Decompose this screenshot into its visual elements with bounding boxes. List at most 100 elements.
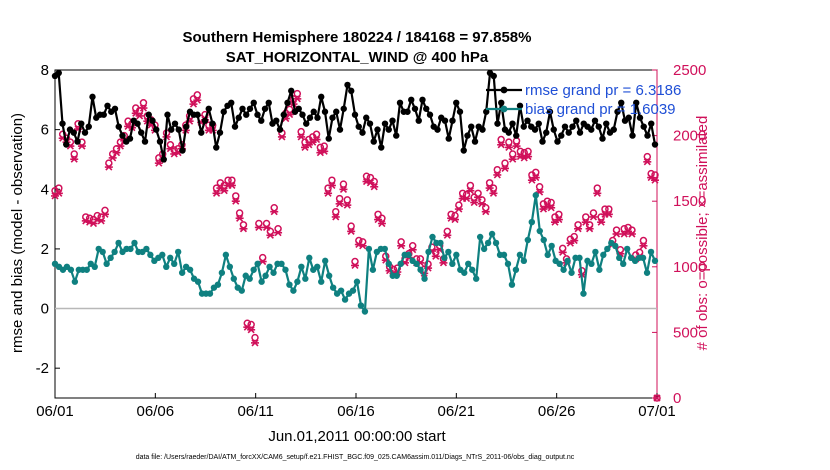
rmse-point xyxy=(194,111,201,118)
obs-assimilated-marker xyxy=(443,231,452,239)
obs-assimilated-marker xyxy=(574,225,583,233)
rmse-point xyxy=(250,99,257,107)
bias-point xyxy=(365,245,373,253)
rmse-point xyxy=(614,108,621,115)
obs-possible-marker xyxy=(335,194,344,203)
obs-possible-marker xyxy=(493,165,502,174)
rmse-point xyxy=(370,138,377,145)
obs-assimilated-marker xyxy=(612,230,621,238)
rmse-point xyxy=(366,120,374,127)
obs-assimilated-marker xyxy=(466,187,475,195)
obs-assimilated-marker xyxy=(231,197,240,205)
obs-assimilated-marker xyxy=(581,218,590,226)
y2-tick-label: 1500 xyxy=(673,193,706,210)
rmse-point xyxy=(419,96,426,104)
obs-assimilated-marker xyxy=(431,252,440,260)
rmse-point xyxy=(198,129,205,136)
bias-point xyxy=(174,248,182,256)
rmse-point xyxy=(479,126,486,133)
y-tick-label: 8 xyxy=(41,62,49,79)
obs-possible-marker xyxy=(501,159,509,167)
obs-assimilated-marker xyxy=(327,181,336,190)
obs-possible-marker xyxy=(343,196,352,204)
obs-assimilated-marker xyxy=(558,248,567,256)
obs-assimilated-marker xyxy=(470,198,479,207)
obs-assimilated-marker xyxy=(193,96,202,104)
rmse-point xyxy=(74,138,81,145)
rmse-point xyxy=(385,126,392,133)
rmse-point xyxy=(104,102,111,109)
bias-point xyxy=(290,287,297,294)
rmse-point xyxy=(629,132,636,139)
bias-point xyxy=(413,260,420,268)
rmse-point xyxy=(153,126,160,133)
rmse-point xyxy=(636,114,644,121)
rmse-point xyxy=(558,132,565,139)
chart-subtitle: SAT_HORIZONTAL_WIND @ 400 hPa xyxy=(226,49,489,66)
obs-assimilated-marker xyxy=(312,135,321,144)
rmse-point xyxy=(618,99,625,107)
bias-point xyxy=(524,236,532,244)
obs-assimilated-marker xyxy=(166,145,175,153)
bias-point xyxy=(218,269,226,276)
rmse-point xyxy=(216,129,224,136)
rmse-point xyxy=(138,129,145,136)
obs-assimilated-marker xyxy=(254,223,263,232)
rmse-point xyxy=(351,111,359,118)
series-lines-group xyxy=(51,69,659,315)
obs-assimilated-marker xyxy=(235,214,244,222)
obs-assimilated-marker xyxy=(643,158,652,166)
rmse-point xyxy=(378,144,385,151)
bias-point xyxy=(361,308,369,315)
y2-tick-label: 2500 xyxy=(673,62,706,79)
rmse-point xyxy=(175,126,182,133)
rmse-point xyxy=(468,123,475,130)
rmse-point xyxy=(464,132,471,139)
rmse-point xyxy=(89,93,96,101)
bias-point xyxy=(67,266,75,273)
rmse-point xyxy=(310,108,317,115)
rmse-point xyxy=(201,117,209,124)
rmse-point xyxy=(550,126,557,133)
rmse-point xyxy=(261,105,269,112)
obs-possible-marker xyxy=(485,179,494,187)
obs-possible-marker xyxy=(524,147,532,156)
obs-assimilated-marker xyxy=(335,200,344,208)
bias-point xyxy=(516,251,524,259)
obs-possible-marker xyxy=(497,135,505,144)
y2-tick-label: 0 xyxy=(673,390,681,407)
rmse-point xyxy=(348,87,355,95)
bias-point xyxy=(500,251,508,259)
rmse-point xyxy=(490,72,497,80)
x-stroke xyxy=(653,394,661,402)
rmse-point xyxy=(70,129,77,136)
bias-point xyxy=(488,230,496,238)
rmse-point xyxy=(209,120,216,127)
rmse-point xyxy=(246,105,254,112)
bias-point xyxy=(314,263,321,270)
rmse-point xyxy=(141,138,149,145)
rmse-point xyxy=(179,147,186,154)
bias-point xyxy=(445,248,452,256)
rmse-point xyxy=(625,114,632,121)
rmse-point xyxy=(415,117,422,124)
rmse-point xyxy=(303,120,310,127)
rmse-point xyxy=(513,132,520,139)
bias-point xyxy=(512,266,520,273)
rmse-point xyxy=(494,120,501,127)
rmse-point xyxy=(644,132,651,139)
obs-assimilated-marker xyxy=(54,189,63,197)
bias-point xyxy=(254,260,261,268)
bias-point xyxy=(643,269,651,276)
bias-point xyxy=(325,272,333,279)
rmse-point xyxy=(456,108,464,115)
obs-possible-marker xyxy=(505,138,513,146)
bias-point xyxy=(83,266,90,273)
obs-possible-marker xyxy=(224,176,232,184)
rmse-point xyxy=(329,114,336,121)
obs-possible-marker xyxy=(293,89,302,98)
obs-assimilated-marker xyxy=(250,339,259,347)
y2-tick-labels: 0 500 1000 1500 2000 2500 xyxy=(673,62,706,407)
obs-assimilated-marker xyxy=(397,242,406,250)
